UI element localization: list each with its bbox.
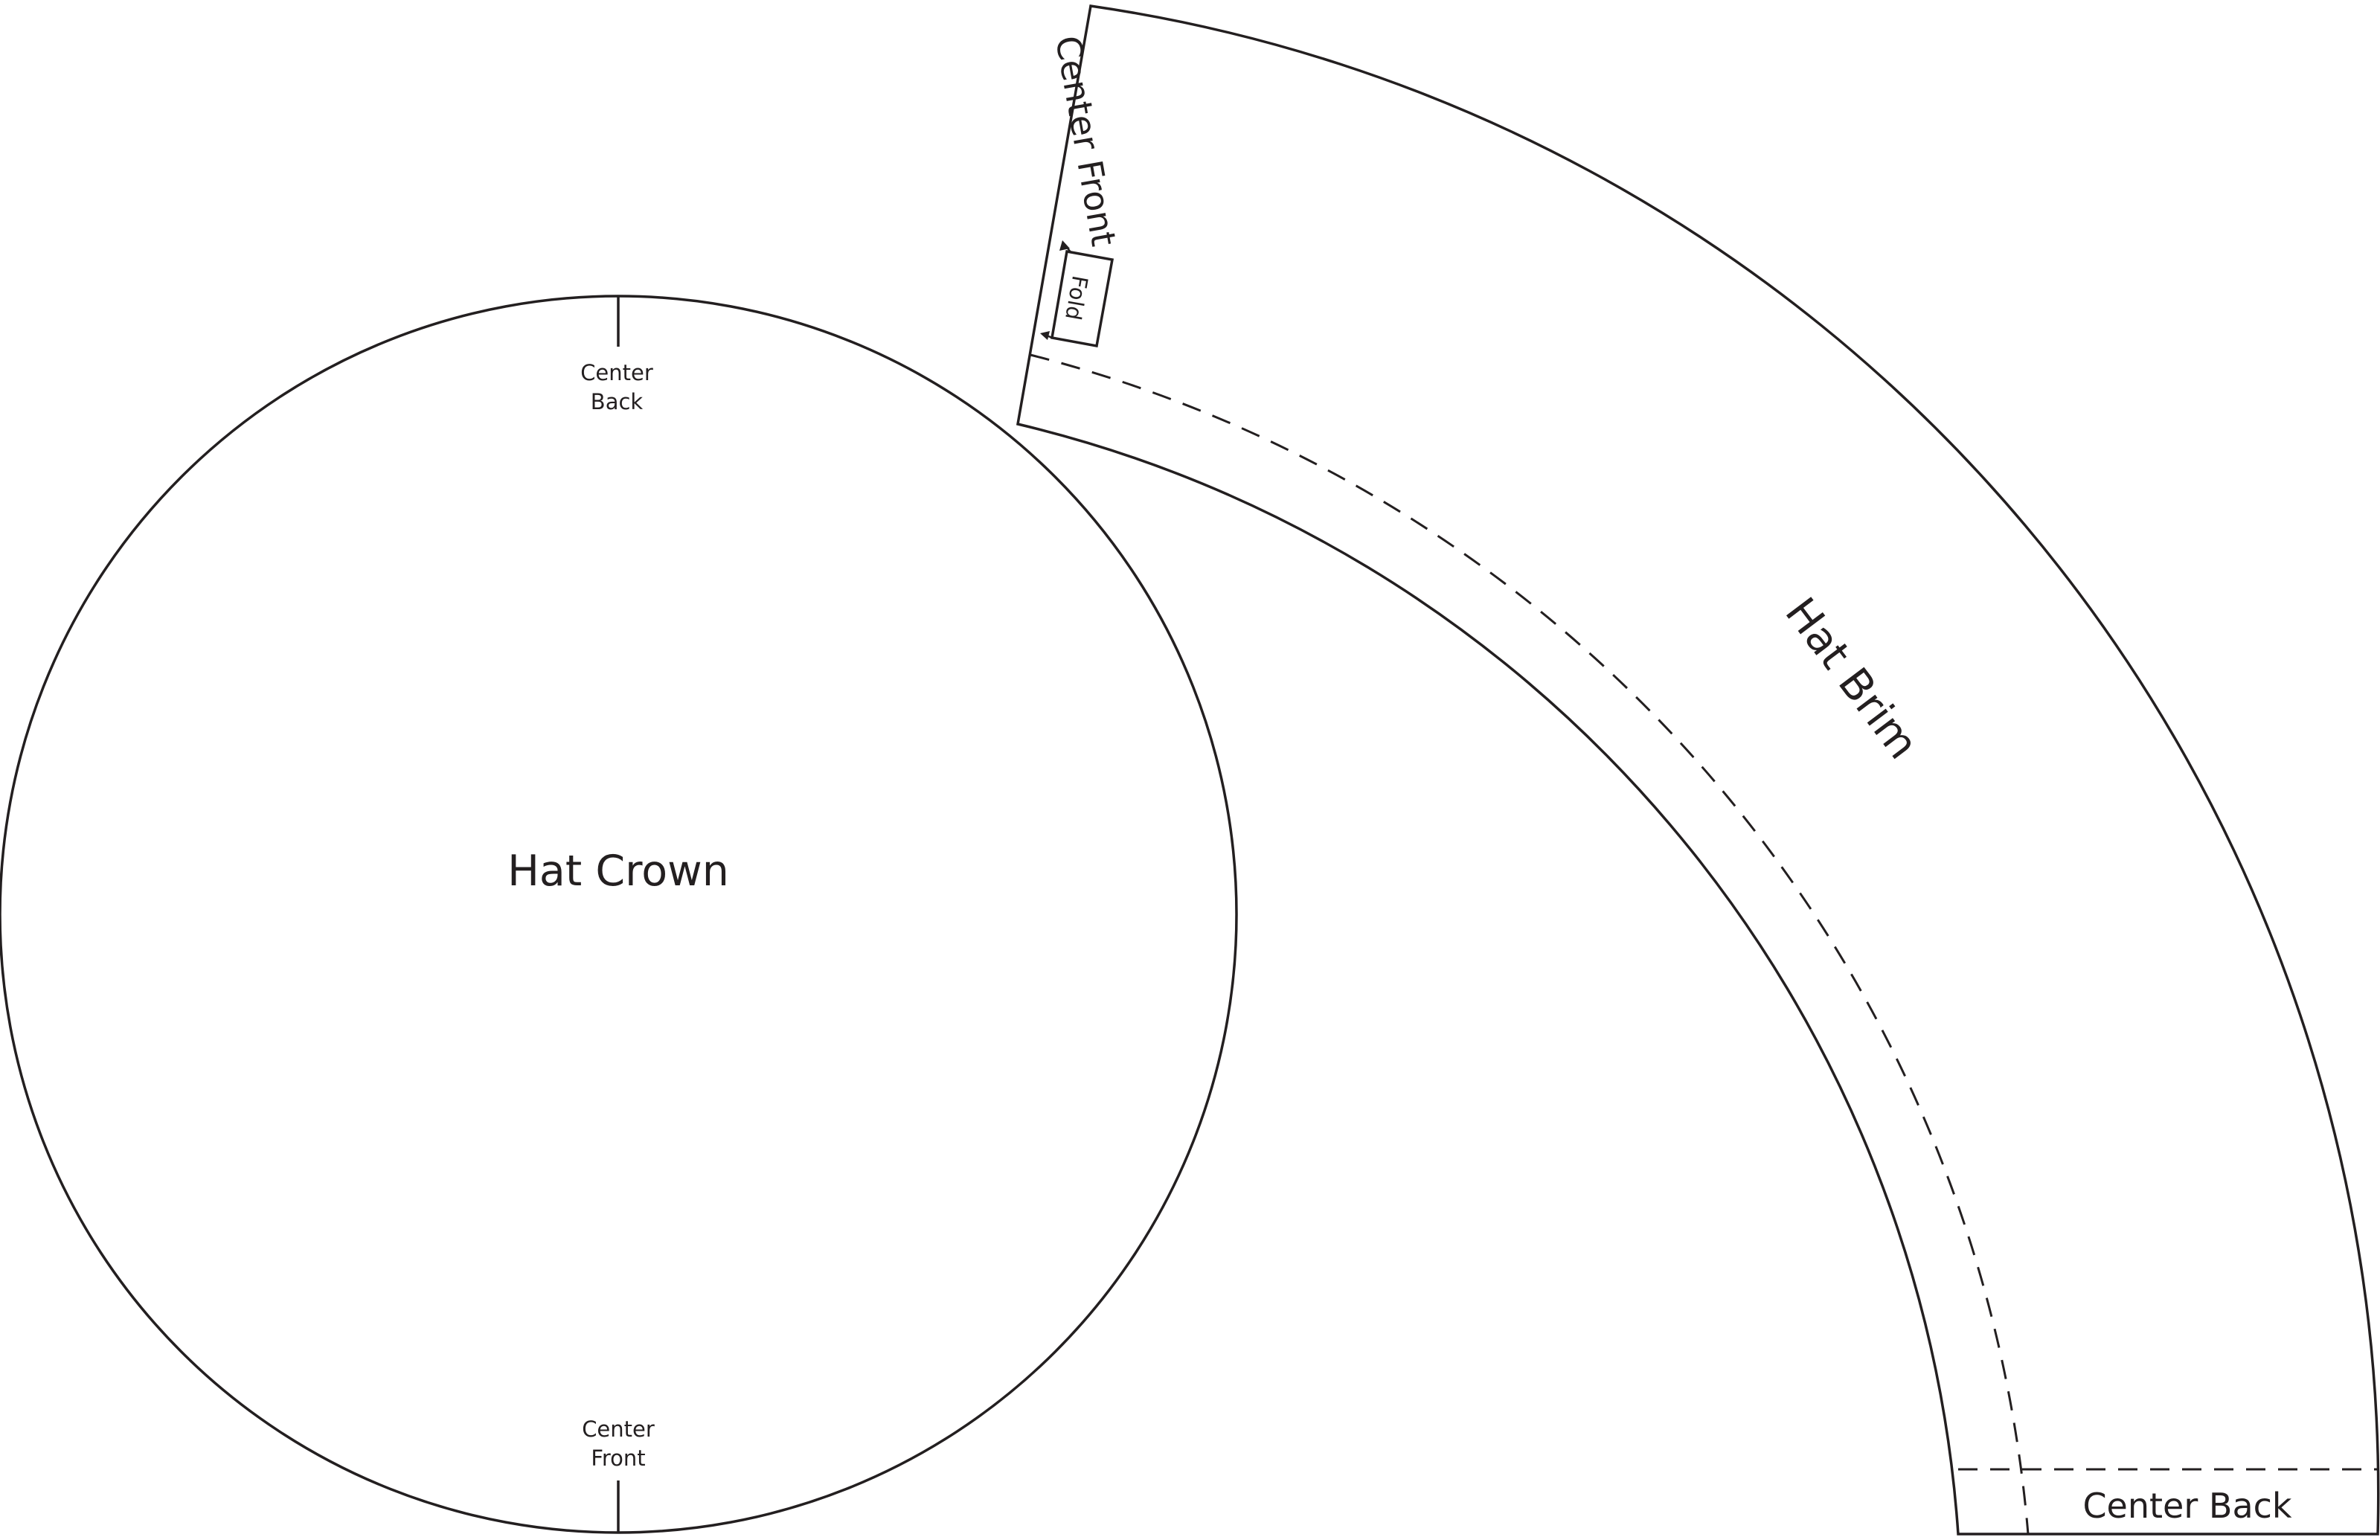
fold-label: Fold [1060,274,1093,322]
crown-center-back-label-line1: Center [580,360,653,385]
fold-arrow-upper-head [1059,240,1070,251]
brim-seam-line [1030,353,2030,1535]
crown-outline [0,295,1238,1534]
brim-outline [1016,4,2380,1536]
crown-center-back-label-line2: Back [591,389,644,414]
crown-title: Hat Crown [507,847,729,896]
brim-center-back-label: Center Back [2082,1486,2291,1526]
crown-center-front-label-line1: Center [582,1417,655,1442]
fold-arrow-lower-head [1040,331,1050,340]
fold-box [1050,249,1114,348]
brim-title: Hat Brim [1775,588,1927,768]
crown-center-front-label-line2: Front [591,1446,645,1471]
brim-center-front-label: Center Front [1048,33,1124,249]
hat-crown-piece: Center Back Center Front Hat Crown [0,295,1238,1534]
hat-brim-piece: Fold Center Front Hat Brim Center Back [1016,4,2380,1536]
